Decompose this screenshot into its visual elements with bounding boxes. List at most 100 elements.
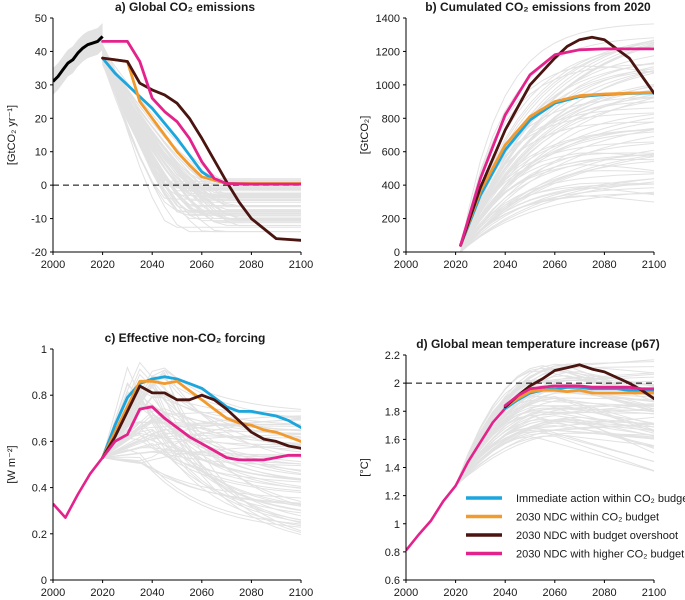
chart-title: a) Global CO₂ emissions — [115, 0, 255, 14]
ensemble-line — [460, 23, 654, 252]
historical-band — [53, 23, 103, 95]
x-tick-label: 2040 — [493, 259, 517, 271]
x-tick-label: 2100 — [642, 587, 666, 599]
x-tick-label: 2080 — [592, 259, 616, 271]
ensemble-line — [455, 432, 654, 487]
y-tick-label: 0.6 — [385, 575, 400, 587]
y-tick-label: 0.6 — [32, 436, 47, 448]
series-line-ndc_overshoot — [503, 363, 654, 409]
x-tick-label: 2100 — [289, 587, 313, 599]
y-axis-label: [GtCO₂ yr⁻¹] — [6, 105, 18, 165]
ensemble-line — [102, 457, 301, 505]
x-tick-label: 2080 — [239, 259, 263, 271]
x-tick-label: 2000 — [394, 587, 418, 599]
ensemble-line — [102, 58, 301, 189]
series-line-ndc_within — [459, 91, 654, 247]
x-tick-label: 2000 — [41, 587, 65, 599]
ensemble-line — [102, 62, 301, 226]
y-tick-label: 0 — [41, 575, 47, 587]
x-tick-label: 2020 — [443, 259, 467, 271]
ensemble-line — [102, 45, 301, 228]
y-tick-label: 1.6 — [385, 434, 400, 446]
ensemble-line — [460, 191, 654, 252]
ensemble-line — [102, 62, 301, 216]
y-tick-label: 800 — [382, 113, 400, 125]
y-tick-label: 0 — [394, 247, 400, 259]
x-tick-label: 2020 — [443, 587, 467, 599]
ensemble-line — [460, 89, 654, 252]
ensemble-line — [460, 142, 654, 252]
common-history-line — [53, 456, 104, 519]
y-tick-label: 1.8 — [385, 406, 400, 418]
legend-label-ndc_within: 2030 NDC within CO₂ budget — [516, 512, 659, 524]
ensemble-line — [102, 427, 301, 514]
y-tick-label: 40 — [35, 46, 47, 58]
ensemble-line — [102, 50, 301, 195]
panel-3: 2000 2020 2040 2060 2080 2100 0 0.2 0.4 0.6 0.8 1 c)… — [6, 331, 313, 599]
ensemble-line — [102, 445, 301, 464]
ensemble-line — [102, 411, 301, 517]
ensemble-line — [102, 420, 301, 489]
ensemble-line — [460, 121, 654, 252]
y-tick-label: 2 — [394, 378, 400, 390]
ensemble-line — [102, 450, 301, 459]
x-tick-label: 2080 — [592, 587, 616, 599]
series-line-ndc_overshoot — [459, 35, 654, 247]
y-tick-label: 20 — [35, 113, 47, 125]
legend-label-ndc_higher: 2030 NDC with higher CO₂ budget — [516, 549, 684, 561]
y-tick-label: -20 — [31, 247, 47, 259]
plot-area — [406, 359, 654, 552]
x-tick-label: 2060 — [543, 587, 567, 599]
common-history-line — [406, 407, 507, 552]
ensemble-line — [102, 406, 301, 507]
ensemble-line — [102, 419, 301, 459]
plot-area — [53, 361, 301, 536]
y-tick-label: 0.4 — [32, 483, 47, 495]
y-tick-label: 1 — [41, 344, 47, 356]
ensemble-line — [460, 141, 654, 252]
ensemble-line — [102, 394, 301, 458]
ensemble-lines — [455, 359, 654, 487]
ensemble-line — [460, 170, 654, 252]
ensemble-line — [102, 449, 301, 525]
y-tick-label: 1400 — [376, 13, 400, 25]
series-line-ndc_higher — [101, 40, 301, 186]
y-tick-label: 0.2 — [32, 529, 47, 541]
ensemble-line — [460, 153, 654, 252]
ensemble-line — [102, 428, 301, 459]
ensemble-line — [102, 401, 301, 458]
x-tick-label: 2040 — [493, 587, 517, 599]
ensemble-line — [460, 70, 654, 252]
y-tick-label: 10 — [35, 147, 47, 159]
ensemble-line — [102, 406, 301, 480]
x-tick-label: 2000 — [394, 259, 418, 271]
panel-4: 2000 2020 2040 2060 2080 2100 0.6 0.8 1 1.2 1.4 1.6… — [359, 337, 666, 599]
chart-title: c) Effective non-CO₂ forcing — [105, 331, 266, 345]
y-tick-label: 2.2 — [385, 350, 400, 362]
y-axis-label: [GtCO₂] — [359, 116, 371, 155]
ensemble-line — [102, 421, 301, 458]
y-tick-label: 200 — [382, 214, 400, 226]
y-tick-label: 0.8 — [385, 547, 400, 559]
ensemble-line — [102, 383, 301, 536]
plot-area — [459, 23, 654, 252]
x-tick-label: 2020 — [90, 587, 114, 599]
ensemble-line — [455, 405, 654, 487]
ensemble-line — [102, 403, 301, 489]
y-axis-label: [°C] — [359, 458, 371, 476]
ensemble-line — [102, 380, 301, 472]
ensemble-lines — [460, 23, 654, 252]
y-tick-label: 1000 — [376, 80, 400, 92]
y-tick-label: 1 — [394, 519, 400, 531]
ensemble-line — [455, 423, 654, 487]
y-tick-label: -10 — [31, 214, 47, 226]
y-tick-label: 50 — [35, 13, 47, 25]
x-tick-label: 2000 — [41, 259, 65, 271]
ensemble-line — [455, 399, 654, 487]
series-line-ndc_within — [101, 379, 301, 460]
series-line-ndc_higher — [503, 384, 654, 408]
plot-area — [53, 23, 301, 242]
x-tick-label: 2100 — [642, 259, 666, 271]
ensemble-line — [102, 58, 301, 201]
panels: 2000 2020 2040 2060 2080 2100-20-100102030405… — [6, 0, 666, 599]
